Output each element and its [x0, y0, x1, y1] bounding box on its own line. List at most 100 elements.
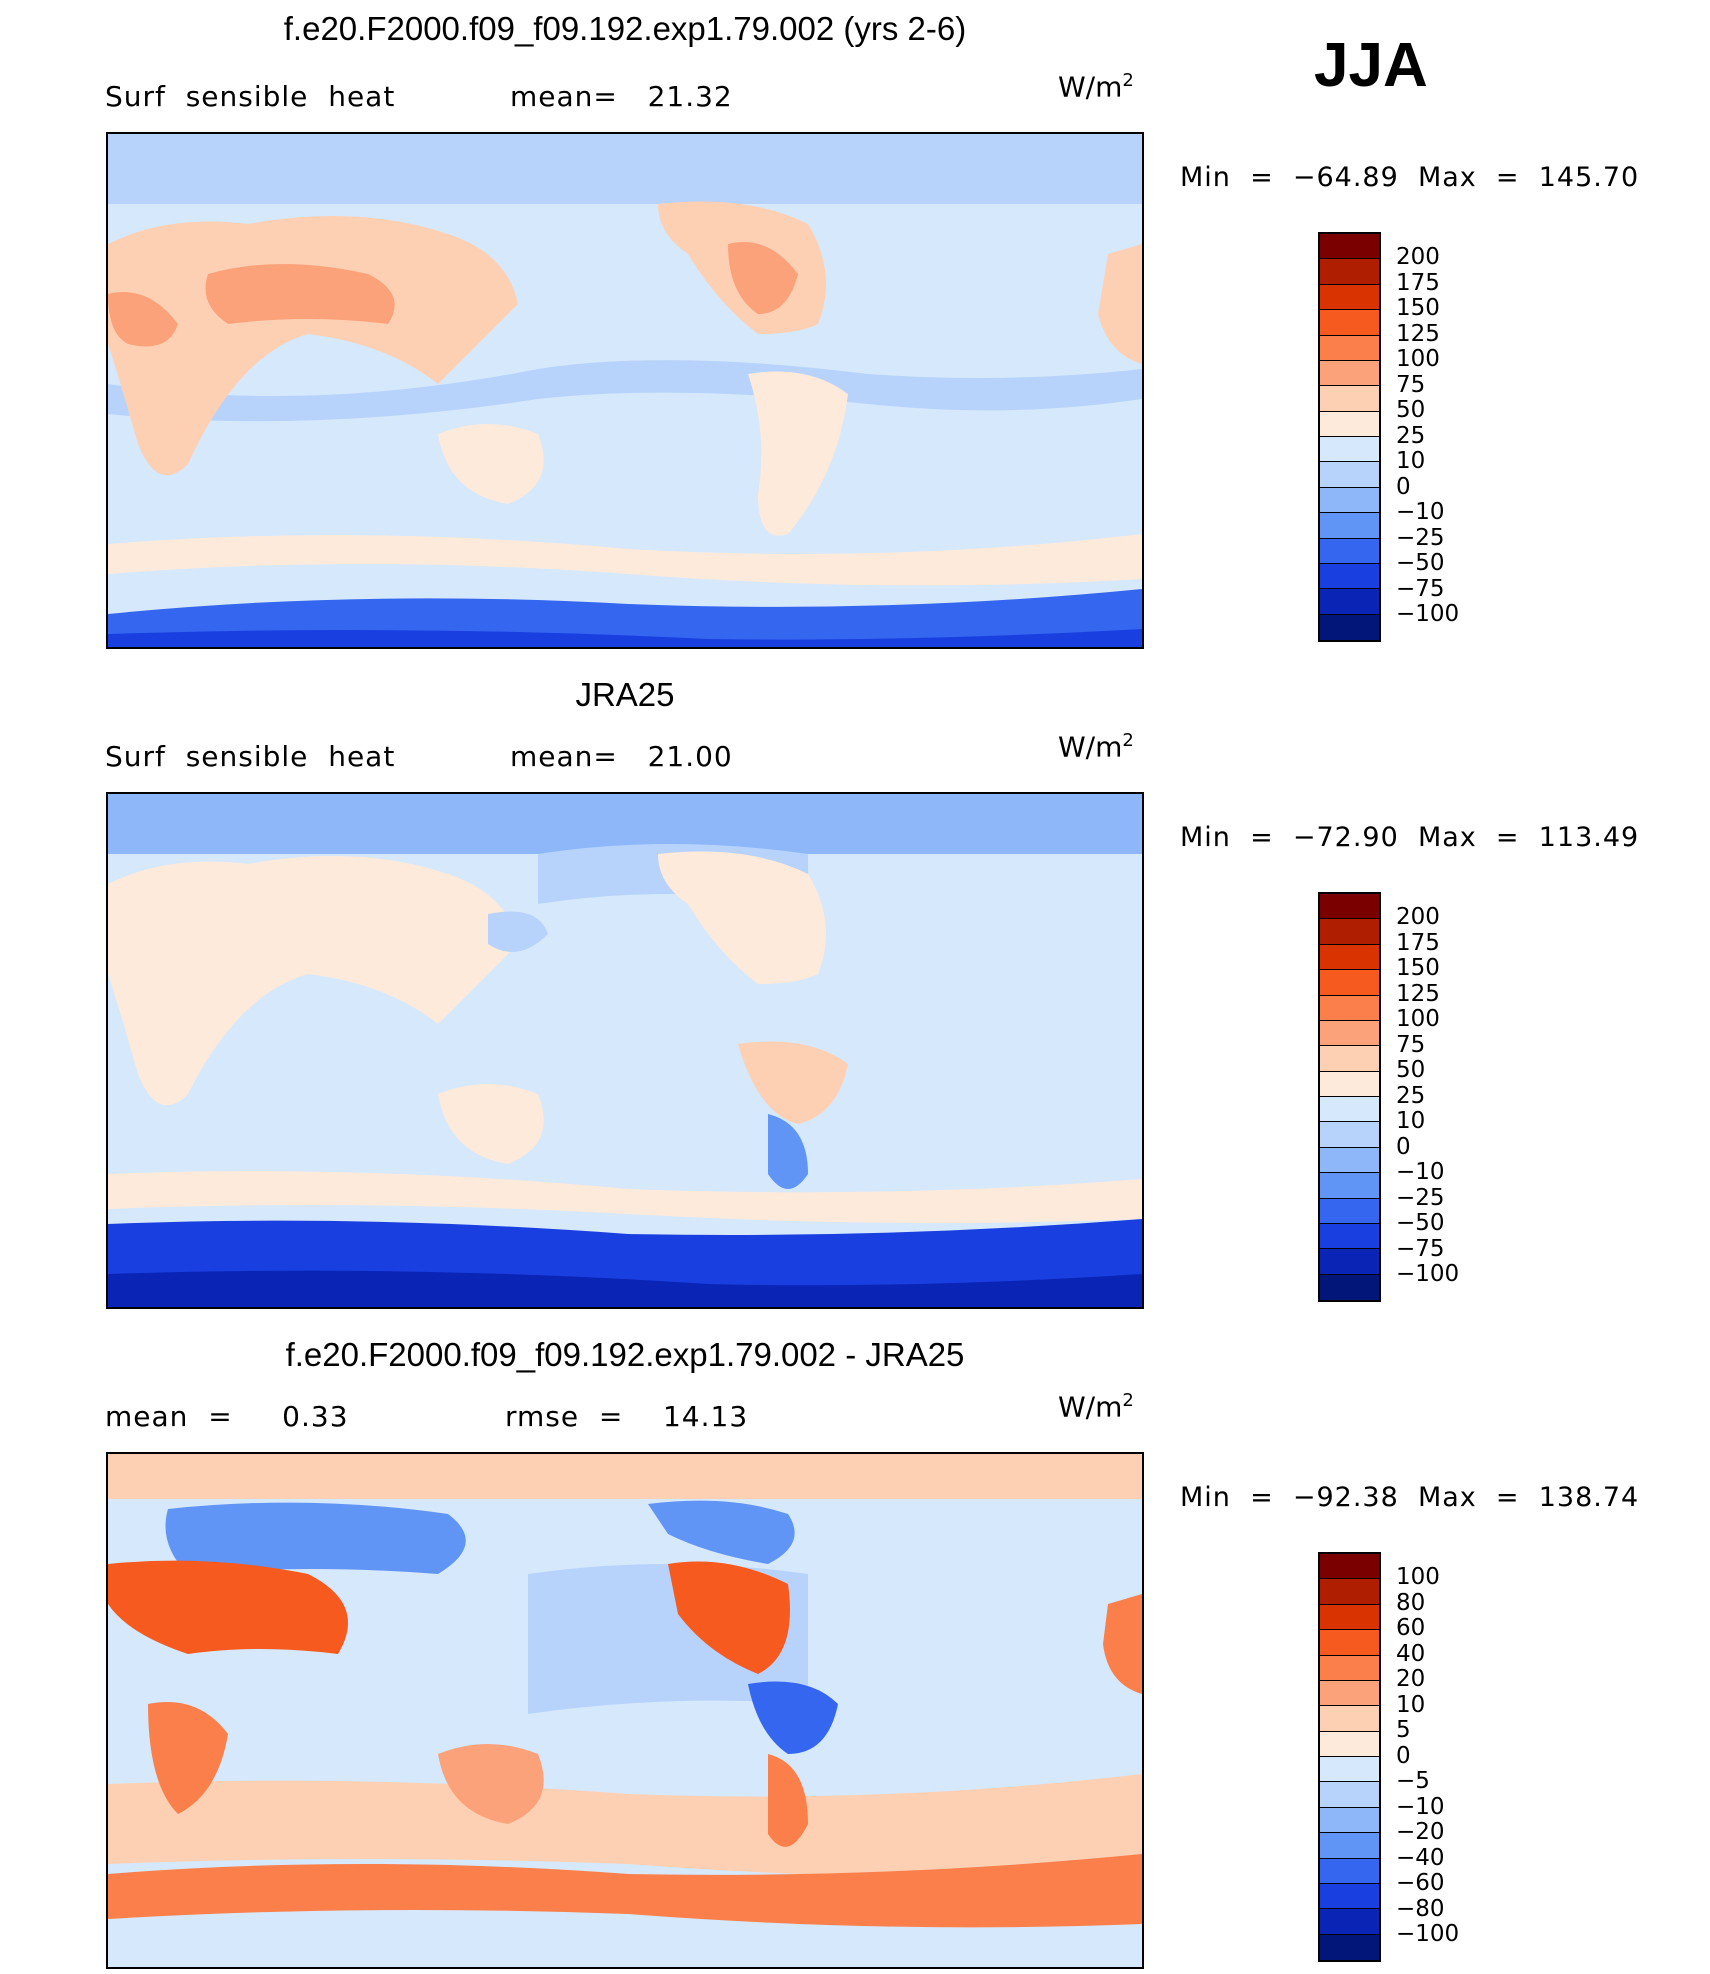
panel-1-colorbar: [1318, 232, 1381, 642]
colorbar-swatch: [1320, 1223, 1379, 1250]
colorbar-swatch: [1320, 1604, 1379, 1631]
colorbar-swatch: [1320, 1554, 1379, 1580]
colorbar-swatch: [1320, 462, 1379, 488]
colorbar-label: −10: [1396, 1793, 1445, 1820]
colorbar-swatch: [1320, 1883, 1379, 1910]
colorbar-label: 40: [1396, 1640, 1426, 1667]
colorbar-label: −100: [1396, 1921, 1460, 1947]
colorbar-label: −75: [1396, 1235, 1445, 1262]
colorbar-label: 5: [1396, 1717, 1411, 1743]
panel-3-min-max: Min = −92.38 Max = 138.74: [1180, 1482, 1640, 1513]
colorbar-swatch: [1320, 1020, 1379, 1047]
colorbar-swatch: [1320, 614, 1379, 640]
colorbar-swatch: [1320, 894, 1379, 920]
colorbar-swatch: [1320, 1249, 1379, 1275]
panel-1-map-graphic: [108, 134, 1142, 647]
season-label: JJA: [1314, 31, 1428, 100]
colorbar-label: 150: [1396, 955, 1440, 981]
panel-2-map-graphic: [108, 794, 1142, 1307]
colorbar-label: 20: [1396, 1666, 1426, 1692]
colorbar-swatch: [1320, 1807, 1379, 1834]
colorbar-swatch: [1320, 1173, 1379, 1199]
panel-3-map: [106, 1452, 1144, 1969]
panel-1-title: f.e20.F2000.f09_f09.192.exp1.79.002 (yrs…: [283, 10, 967, 47]
colorbar-label: 175: [1396, 929, 1440, 956]
colorbar-label: 100: [1396, 346, 1440, 372]
colorbar-swatch: [1320, 1046, 1379, 1072]
panel-2-map: [106, 792, 1144, 1309]
colorbar-label: −50: [1396, 1210, 1445, 1236]
colorbar-label: −20: [1396, 1819, 1445, 1845]
panel-2-min-max: Min = −72.90 Max = 113.49: [1180, 822, 1640, 853]
panel-3-title: f.e20.F2000.f09_f09.192.exp1.79.002 - JR…: [285, 1336, 965, 1373]
panel-2-units: W/m2: [1058, 730, 1134, 764]
colorbar-swatch: [1320, 513, 1379, 539]
panel-3-colorbar: [1318, 1552, 1381, 1962]
colorbar-swatch: [1320, 589, 1379, 615]
panel-1-map: [106, 132, 1144, 649]
colorbar-label: 125: [1396, 980, 1440, 1007]
panel-2-mean: mean= 21.00: [510, 740, 733, 773]
colorbar-swatch: [1320, 1630, 1379, 1656]
colorbar-label: 75: [1396, 371, 1426, 398]
panel-3-units: W/m2: [1058, 1390, 1134, 1424]
colorbar-swatch: [1320, 944, 1379, 971]
colorbar-swatch: [1320, 970, 1379, 996]
colorbar-swatch: [1320, 1706, 1379, 1732]
colorbar-swatch: [1320, 310, 1379, 336]
colorbar-swatch: [1320, 1198, 1379, 1224]
colorbar-swatch: [1320, 487, 1379, 514]
colorbar-label: −10: [1396, 499, 1445, 525]
colorbar-swatch: [1320, 919, 1379, 945]
colorbar-label: 25: [1396, 1082, 1426, 1109]
panel-1-mean: mean= 21.32: [510, 80, 733, 113]
panel-1-colorbar-labels: 200 175 150 125 100 75 50 25 10 0 −10 −25 −50 −75 −100: [1396, 244, 1459, 628]
colorbar-label: −100: [1396, 1261, 1460, 1287]
panel-3-mean: mean = 0.33: [105, 1400, 349, 1433]
colorbar-label: 10: [1396, 1108, 1426, 1134]
colorbar-swatch: [1320, 360, 1379, 387]
colorbar-swatch: [1320, 1122, 1379, 1148]
colorbar-swatch: [1320, 1579, 1379, 1605]
colorbar-swatch: [1320, 1655, 1379, 1681]
colorbar-label: 60: [1396, 1615, 1426, 1641]
panel-2-colorbar-labels: 200 175 150 125 100 75 50 25 10 0 −10 −25 −50 −75 −100: [1396, 904, 1460, 1288]
panel-1-min-max: Min = −64.89 Max = 145.70: [1180, 162, 1640, 193]
colorbar-label: 200: [1396, 244, 1440, 270]
panel-3-map-graphic: [108, 1454, 1142, 1967]
colorbar-label: 50: [1396, 397, 1426, 423]
colorbar-label: −80: [1396, 1895, 1445, 1922]
colorbar-swatch: [1320, 386, 1379, 412]
colorbar-label: 0: [1396, 1133, 1411, 1160]
colorbar-label: 50: [1396, 1057, 1426, 1083]
colorbar-swatch: [1320, 335, 1379, 361]
colorbar-label: −60: [1396, 1870, 1445, 1896]
colorbar-label: 10: [1396, 448, 1426, 474]
colorbar-swatch: [1320, 563, 1379, 590]
colorbar-label: 100: [1396, 1006, 1440, 1032]
colorbar-label: 25: [1396, 422, 1426, 449]
colorbar-label: −25: [1396, 524, 1445, 551]
colorbar-swatch: [1320, 995, 1379, 1021]
panel-1-units: W/m2: [1058, 70, 1134, 104]
colorbar-label: −50: [1396, 550, 1445, 576]
colorbar-label: 125: [1396, 320, 1440, 347]
colorbar-swatch: [1320, 1274, 1379, 1300]
colorbar-swatch: [1320, 437, 1379, 463]
colorbar-swatch: [1320, 1757, 1379, 1783]
colorbar-swatch: [1320, 411, 1379, 437]
colorbar-label: 150: [1396, 295, 1440, 321]
colorbar-swatch: [1320, 1782, 1379, 1808]
colorbar-label: −40: [1396, 1844, 1445, 1871]
colorbar-label: 100: [1396, 1564, 1440, 1590]
colorbar-swatch: [1320, 234, 1379, 260]
colorbar-label: −5: [1396, 1768, 1430, 1794]
colorbar-swatch: [1320, 538, 1379, 564]
panel-1-variable-label: Surf sensible heat: [105, 80, 396, 113]
colorbar-label: 10: [1396, 1691, 1426, 1718]
colorbar-swatch: [1320, 1934, 1379, 1960]
colorbar-label: 175: [1396, 269, 1440, 296]
colorbar-label: 0: [1396, 1742, 1411, 1769]
colorbar-label: 75: [1396, 1031, 1426, 1058]
panel-3-colorbar-labels: 100 80 60 40 20 10 5 0 −5 −10 −20 −40 −60 −80 −100: [1396, 1564, 1460, 1948]
